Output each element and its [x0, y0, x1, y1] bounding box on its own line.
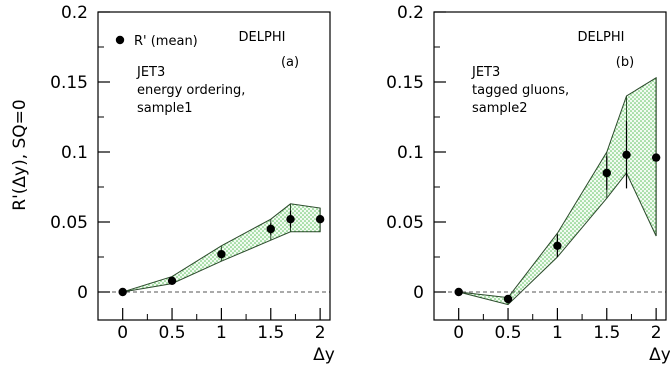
- panel-b-x-axis-label: Δy: [649, 345, 670, 365]
- panel-a-ytick-label: 0.2: [61, 3, 88, 23]
- panel-a-info-text: sample1: [137, 101, 193, 116]
- panel-b-data-point: [454, 287, 463, 297]
- panel-b-ytick-label: 0.1: [397, 143, 424, 163]
- panel-b-xtick-label: 1: [552, 323, 563, 343]
- panel-b-data-point: [651, 153, 661, 162]
- panel-b-xtick-label: 0.5: [495, 323, 522, 343]
- panel-a-data-point: [266, 224, 275, 234]
- panel-b-xtick-label: 2: [651, 323, 662, 343]
- panel-a-xtick-label: 2: [315, 323, 326, 343]
- y-axis-label: R'(Δy), SQ=0: [10, 99, 30, 210]
- panel-b: 0 0.05 0.1 0.15 0.2 0 0.5 1 1.5 2Δy DELPHI (b) JET3 t…: [386, 3, 670, 365]
- panel-b-data-point: [622, 150, 631, 159]
- panel-a-ytick-label: 0: [77, 283, 88, 303]
- panel-b-info-text: JET3: [471, 65, 500, 80]
- panel-a-xtick-label: 0: [117, 323, 128, 343]
- panel-a-frame: [97, 11, 331, 321]
- panel-a: 0 0.05 0.1 0.15 0.2 0 0.5 1 1.5 2Δy DELPHI (a) R' (m…: [50, 3, 335, 365]
- panel-b-ytick-label: 0.15: [386, 73, 424, 93]
- panel-b-xtick-label: 1.5: [593, 323, 620, 343]
- panel-a-xtick-label: 1.5: [257, 323, 284, 343]
- panel-a-ytick-label: 0.1: [61, 143, 88, 163]
- panel-b-data-point: [503, 294, 513, 304]
- panel-b-experiment-label: DELPHI: [578, 30, 625, 45]
- panel-b-info-text: sample2: [472, 101, 528, 116]
- panel-a-legend-marker: [115, 35, 125, 45]
- panel-a-info-text: JET3: [136, 65, 165, 80]
- panel-a-xtick-label: 1: [216, 323, 227, 343]
- panel-a-data-point: [217, 250, 226, 259]
- panel-b-data-point: [553, 241, 562, 250]
- panel-a-x-axis-label: Δy: [313, 345, 335, 365]
- panel-b-ytick-label: 0.2: [397, 3, 424, 23]
- panel-b-ytick-label: 0: [413, 283, 424, 303]
- panel-a-ytick-label: 0.05: [50, 213, 88, 233]
- panel-a-data-point: [118, 287, 127, 297]
- panel-b-panel-label: (b): [616, 55, 634, 70]
- panel-b-xtick-label: 0: [453, 323, 464, 343]
- panel-a-data-point: [286, 215, 295, 224]
- panel-b-data-point: [602, 168, 611, 178]
- panel-a-panel-label: (a): [281, 55, 299, 70]
- panel-b-ytick-label: 0.05: [386, 213, 424, 233]
- panel-a-xtick-label: 0.5: [159, 323, 186, 343]
- panel-a-experiment-label: DELPHI: [239, 30, 286, 45]
- panel-b-info-text: tagged gluons,: [472, 83, 569, 98]
- panel-a-data-point: [167, 276, 177, 285]
- panel-a-data-point: [315, 215, 325, 224]
- panel-a-ytick-label: 0.15: [50, 73, 88, 93]
- panel-b-frame: [433, 11, 667, 321]
- panel-a-legend-label: R' (mean): [134, 34, 198, 49]
- panel-a-info-text: energy ordering,: [137, 83, 245, 98]
